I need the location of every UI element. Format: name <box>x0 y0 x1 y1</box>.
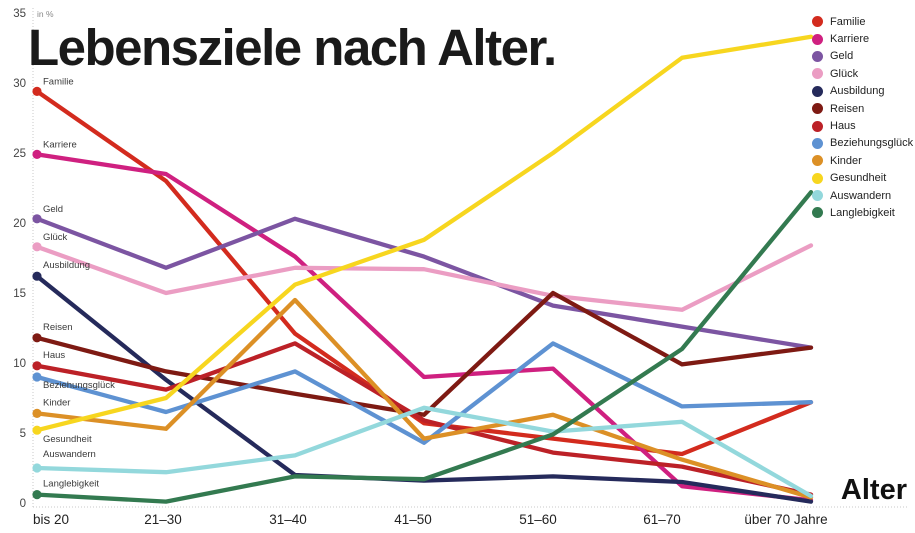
y-tick-label: 20 <box>13 218 26 230</box>
series-inline-label-Langlebigkeit: Langlebigkeit <box>43 479 99 490</box>
x-tick-label: 51–60 <box>519 512 557 527</box>
legend-label-Reisen: Reisen <box>830 102 865 115</box>
legend-label-Ausbildung: Ausbildung <box>830 85 885 98</box>
legend-dot-Karriere <box>812 33 823 45</box>
legend-item-Gesundheit: Gesundheit <box>812 170 913 187</box>
series-inline-label-Auswandern: Auswandern <box>43 449 96 460</box>
series-inline-label-Gesundheit: Gesundheit <box>43 434 92 445</box>
legend-dot-Kinder <box>812 155 823 167</box>
series-start-dot-Reisen <box>32 333 42 343</box>
series-line-Kinder <box>34 297 814 500</box>
y-tick-label: 15 <box>13 288 26 300</box>
legend-dot-Reisen <box>812 103 823 115</box>
series-line-Auswandern <box>34 405 814 499</box>
y-tick-label: 5 <box>20 428 26 440</box>
x-tick-label: bis 20 <box>33 512 69 527</box>
legend-item-Langlebigkeit: Langlebigkeit <box>812 204 913 221</box>
series-start-dot-Haus <box>32 361 42 371</box>
chart-title: Lebensziele nach Alter. <box>28 19 557 76</box>
legend-item-Familie: Familie <box>812 13 913 30</box>
legend-item-Geld: Geld <box>812 48 913 65</box>
legend-label-Geld: Geld <box>830 50 854 63</box>
legend-item-Beziehungsglück: Beziehungsglück <box>812 135 913 152</box>
series-line-Glück <box>34 243 814 312</box>
legend-label-Glück: Glück <box>830 67 859 80</box>
y-tick-label: 10 <box>13 358 26 370</box>
legend-dot-Gesundheit <box>812 172 823 184</box>
legend-item-Haus: Haus <box>812 117 913 134</box>
series-inline-label-Kinder: Kinder <box>43 397 70 408</box>
series-start-dot-Beziehungsglück <box>32 372 42 382</box>
legend-item-Ausbildung: Ausbildung <box>812 83 913 100</box>
legend-item-Karriere: Karriere <box>812 30 913 47</box>
series-line-Geld <box>34 216 814 350</box>
legend-dot-Geld <box>812 50 823 62</box>
legend-label-Kinder: Kinder <box>830 154 862 167</box>
y-tick-label: 0 <box>20 498 26 510</box>
legend-label-Gesundheit: Gesundheit <box>830 172 887 185</box>
legend-label-Beziehungsglück: Beziehungsglück <box>830 137 914 150</box>
legend-label-Familie: Familie <box>830 15 866 28</box>
x-tick-label: 41–50 <box>394 512 432 527</box>
legend-dot-Haus <box>812 120 823 132</box>
legend-item-Auswandern: Auswandern <box>812 187 913 204</box>
series-start-dot-Karriere <box>32 149 42 159</box>
legend-dot-Langlebigkeit <box>812 207 823 219</box>
legend-dot-Ausbildung <box>812 85 823 97</box>
series-inline-label-Beziehungsglück: Beziehungsglück <box>43 380 115 391</box>
series-inline-label-Ausbildung: Ausbildung <box>43 260 90 271</box>
legend-dot-Beziehungsglück <box>812 137 823 149</box>
y-tick-label: 25 <box>13 148 26 160</box>
x-tick-label: 31–40 <box>269 512 307 527</box>
series-start-dot-Glück <box>32 242 42 252</box>
series-start-dot-Gesundheit <box>32 425 42 435</box>
legend-label-Auswandern: Auswandern <box>830 189 892 202</box>
legend-item-Reisen: Reisen <box>812 100 913 117</box>
x-tick-label: 61–70 <box>643 512 681 527</box>
legend: Familie Karriere Geld Glück Ausbildung Reisen… <box>812 13 913 222</box>
series-line-Reisen <box>34 290 814 417</box>
legend-label-Langlebigkeit: Langlebigkeit <box>830 206 895 219</box>
legend-dot-Glück <box>812 68 823 80</box>
series-inline-label-Haus: Haus <box>43 350 65 361</box>
legend-label-Karriere: Karriere <box>830 33 870 46</box>
series-inline-label-Reisen: Reisen <box>43 322 73 333</box>
legend-dot-Familie <box>812 16 823 28</box>
y-axis-unit-label: in % <box>37 9 54 19</box>
series-line-Gesundheit <box>34 34 814 433</box>
series-line-Langlebigkeit <box>34 190 814 504</box>
series-inline-label-Geld: Geld <box>43 204 63 215</box>
legend-item-Kinder: Kinder <box>812 152 913 169</box>
legend-label-Haus: Haus <box>830 120 856 133</box>
x-tick-label: 21–30 <box>144 512 182 527</box>
y-tick-label: 30 <box>13 78 26 90</box>
legend-item-Glück: Glück <box>812 65 913 82</box>
series-start-dot-Familie <box>32 86 42 96</box>
series-inline-label-Karriere: Karriere <box>43 139 77 150</box>
series-inline-label-Familie: Familie <box>43 76 74 87</box>
series-line-Karriere <box>34 152 814 503</box>
series-start-dot-Langlebigkeit <box>32 490 42 500</box>
series-start-dot-Kinder <box>32 408 42 418</box>
series-start-dot-Geld <box>32 214 42 224</box>
series-start-dot-Ausbildung <box>32 271 42 281</box>
series-inline-label-Glück: Glück <box>43 232 68 243</box>
legend-dot-Auswandern <box>812 190 823 202</box>
x-tick-label: über 70 Jahre <box>744 512 827 527</box>
x-axis-title: Alter <box>840 474 907 506</box>
series-line-Beziehungsglück <box>34 341 814 445</box>
series-line-Familie <box>34 89 814 457</box>
series-start-dot-Auswandern <box>32 463 42 473</box>
y-tick-label: 35 <box>13 8 26 20</box>
series-line-Haus <box>34 341 814 497</box>
